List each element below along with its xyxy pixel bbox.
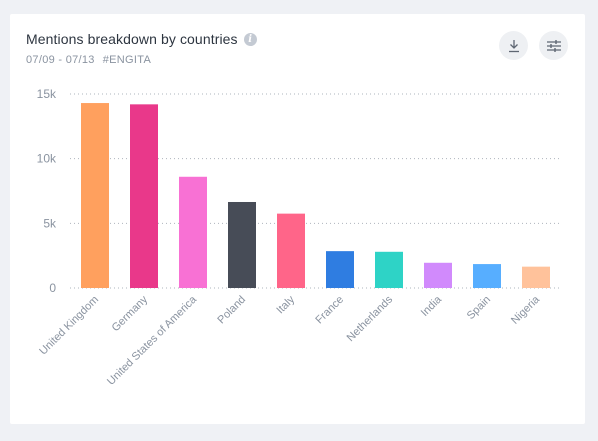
x-tick-label: Italy <box>274 293 297 316</box>
hashtag: #ENGITA <box>102 54 152 66</box>
x-tick-label: Netherlands <box>345 293 396 344</box>
bar-nigeria[interactable] <box>522 266 550 288</box>
bar-france[interactable] <box>326 251 354 288</box>
bar-united-kingdom[interactable] <box>81 103 109 288</box>
date-range: 07/09 - 07/13 <box>26 54 95 66</box>
bar-netherlands[interactable] <box>375 251 403 288</box>
x-tick-label: Spain <box>465 294 493 322</box>
x-tick-label: Nigeria <box>509 293 543 327</box>
y-tick-label: 5k <box>43 216 57 230</box>
sliders-icon <box>546 39 561 52</box>
bar-united-states-of-america[interactable] <box>179 176 207 288</box>
x-tick-label: United States of America <box>105 293 200 388</box>
bar-poland[interactable] <box>228 201 256 288</box>
settings-button[interactable] <box>539 31 568 60</box>
download-button[interactable] <box>499 31 528 60</box>
download-icon <box>508 39 519 52</box>
y-tick-label: 10k <box>37 152 57 166</box>
info-icon[interactable]: i <box>243 32 257 46</box>
widget-title: Mentions breakdown by countries <box>26 31 238 47</box>
y-tick-label: 15k <box>37 87 57 101</box>
bar-germany[interactable] <box>130 104 158 288</box>
widget-title-row: Mentions breakdown by countries i <box>26 31 257 47</box>
x-tick-label: United Kingdom <box>37 294 101 358</box>
bar-italy[interactable] <box>277 213 305 288</box>
y-tick-label: 0 <box>49 281 56 295</box>
bar-spain[interactable] <box>473 264 501 288</box>
x-tick-label: India <box>419 293 445 319</box>
x-tick-label: France <box>313 294 346 327</box>
widget-subtitle: 07/09 - 07/13 #ENGITA <box>26 54 151 66</box>
x-tick-label: Poland <box>215 294 248 327</box>
x-tick-label: Germany <box>110 293 151 334</box>
bar-india[interactable] <box>424 262 452 288</box>
